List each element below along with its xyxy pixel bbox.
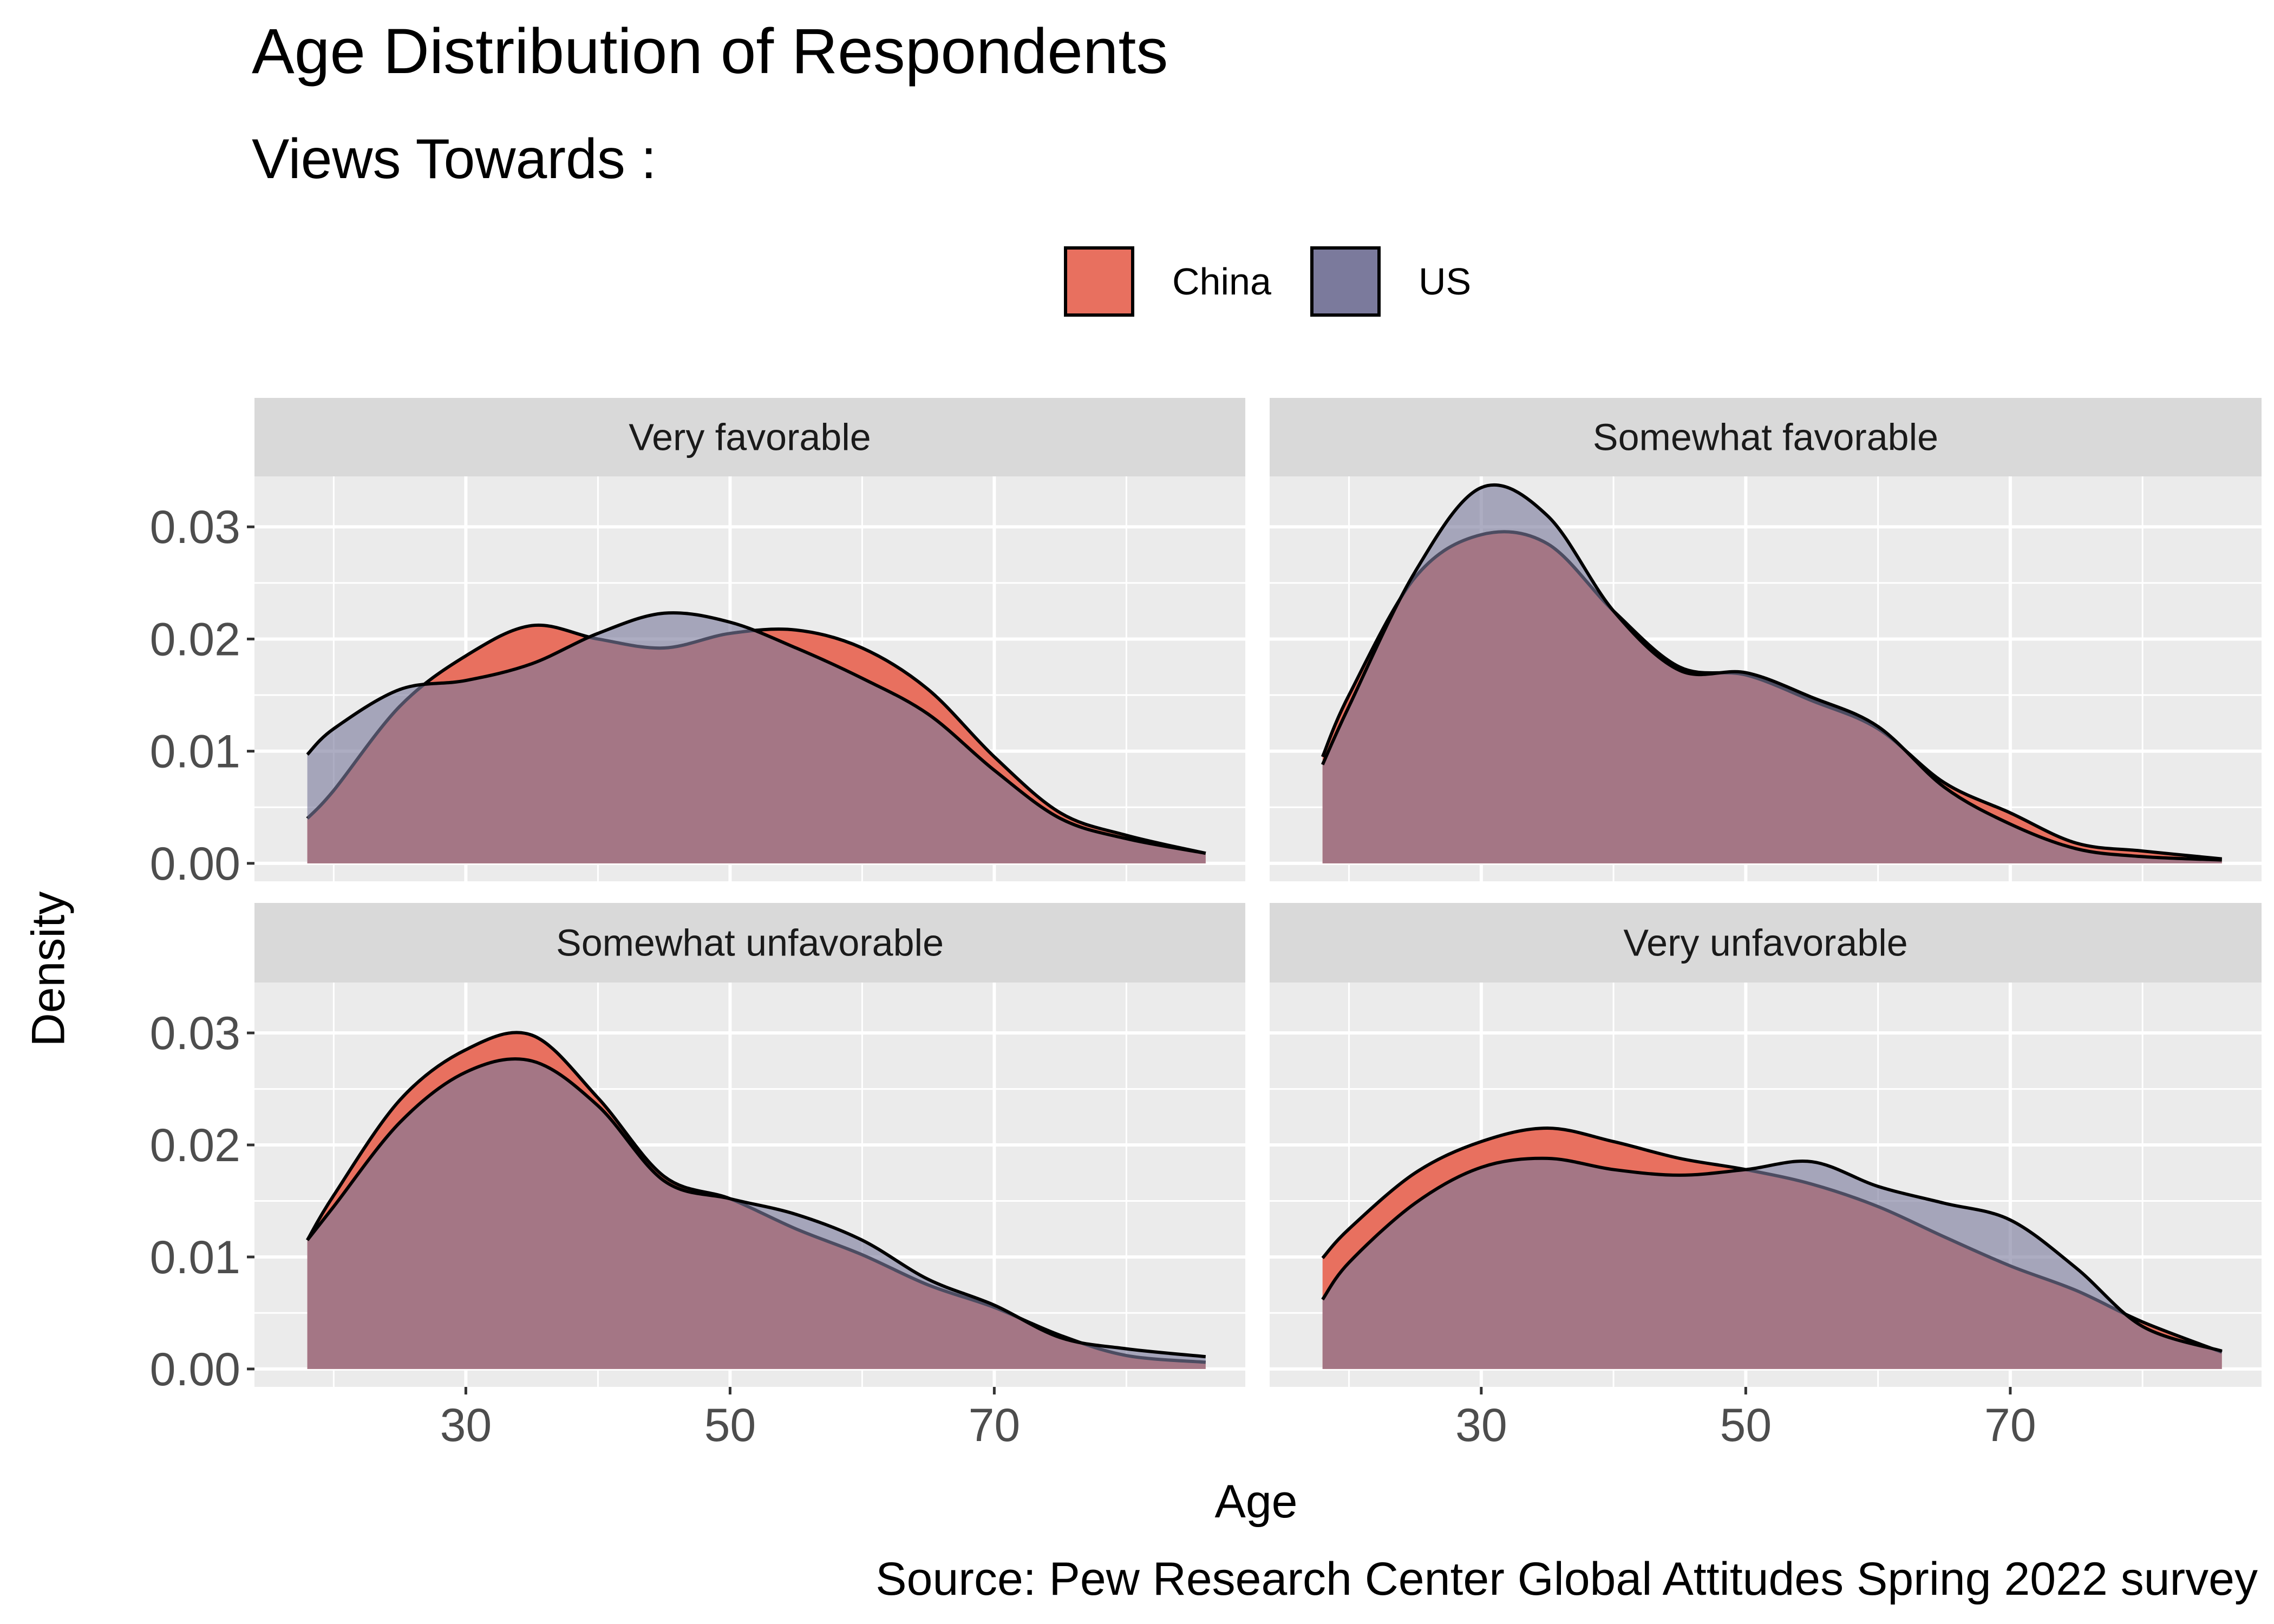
chart-title: Age Distribution of Respondents (252, 16, 1168, 87)
facet-strip-somewhat-favorable (1270, 398, 2262, 476)
x-tick-label: 30 (1455, 1399, 1507, 1451)
y-tick-label: 0.02 (150, 613, 240, 665)
x-tick-label: 50 (704, 1399, 756, 1451)
y-tick-label: 0.00 (150, 1344, 240, 1396)
x-tick-label: 70 (1984, 1399, 2036, 1451)
source-caption: Source: Pew Research Center Global Attit… (875, 1553, 2258, 1605)
density-line-us-somewhat-unfavorable (306, 1057, 1206, 1359)
y-tick-label: 0.01 (150, 726, 240, 778)
x-tick-label: 70 (969, 1399, 1021, 1451)
y-tick-label: 0.02 (150, 1119, 240, 1171)
facet-strip-very-unfavorable (1270, 903, 2262, 983)
density-line-us-very-unfavorable (1321, 1156, 2223, 1353)
y-tick-label: 0.00 (150, 838, 240, 890)
chart-subtitle: Views Towards : (252, 128, 657, 191)
y-tick-label: 0.03 (150, 1007, 240, 1059)
density-area-us-somewhat-favorable (1322, 484, 2222, 863)
facet-label-somewhat-favorable: Somewhat favorable (1593, 416, 1938, 459)
density-area-us-somewhat-unfavorable (307, 1059, 1206, 1369)
facet-strip-very-favorable (254, 398, 1245, 476)
density-area-us-very-favorable (307, 613, 1206, 863)
legend-key-china (1064, 246, 1134, 317)
x-tick-label: 30 (440, 1399, 492, 1451)
y-tick-label: 0.03 (150, 501, 240, 553)
y-tick-label: 0.01 (150, 1232, 240, 1284)
facet-label-very-unfavorable: Very unfavorable (1623, 922, 1907, 964)
density-line-us-very-favorable (306, 611, 1206, 855)
legend-label-us: US (1419, 260, 1472, 303)
density-area-us-very-unfavorable (1322, 1158, 2222, 1369)
facet-strip-somewhat-unfavorable (254, 903, 1245, 983)
facet-label-very-favorable: Very favorable (629, 416, 871, 459)
density-line-us-somewhat-favorable (1321, 483, 2222, 862)
x-tick-label: 50 (1720, 1399, 1772, 1451)
legend-key-us (1310, 246, 1381, 317)
x-axis-label: Age (1214, 1476, 1298, 1528)
facet-label-somewhat-unfavorable: Somewhat unfavorable (556, 922, 944, 964)
y-axis-label: Density (22, 891, 75, 1047)
legend-label-china: China (1172, 260, 1271, 303)
